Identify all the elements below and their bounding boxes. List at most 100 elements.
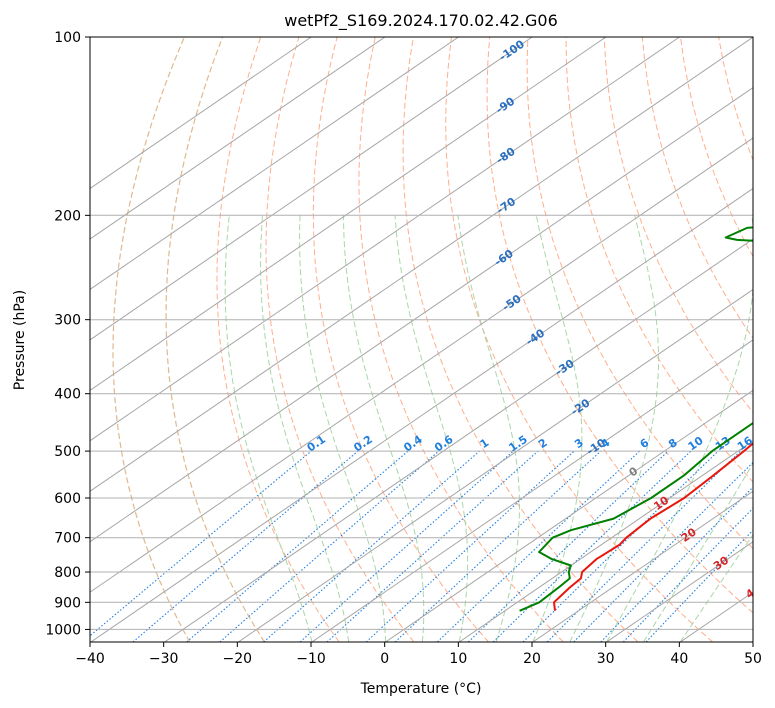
x-tick-label: −40 bbox=[75, 651, 105, 667]
x-tick-label: 50 bbox=[744, 651, 762, 667]
isotherm bbox=[90, 87, 753, 543]
x-tick-label: 0 bbox=[380, 651, 389, 667]
mixing-ratio-line bbox=[573, 461, 753, 642]
isotherm-label: -90 bbox=[493, 94, 517, 116]
isotherm bbox=[754, 37, 775, 642]
dry-adiabat bbox=[358, 37, 564, 642]
y-tick-label: 100 bbox=[54, 30, 81, 46]
isotherm-label: -30 bbox=[553, 357, 577, 379]
x-tick-label: 40 bbox=[670, 651, 688, 667]
isotherm bbox=[238, 288, 753, 642]
x-tick-label: 20 bbox=[523, 651, 541, 667]
zero-isotherm-label: 0 bbox=[627, 464, 641, 479]
isotherm-label: -70 bbox=[494, 195, 518, 217]
mixing-ratio-line bbox=[492, 450, 692, 642]
warm-isotherm-label: 40 bbox=[743, 582, 763, 602]
chart-title: wetPf2_S169.2024.170.02.42.G06 bbox=[284, 11, 558, 31]
dry-adiabat bbox=[526, 37, 753, 550]
isotherm bbox=[606, 541, 753, 642]
mixing-ratio-line bbox=[394, 450, 602, 642]
moist-adiabat bbox=[260, 215, 350, 642]
temperature-profile-line bbox=[553, 442, 753, 611]
mixing-ratio-label: 1 bbox=[478, 436, 492, 451]
mixing-ratio-line bbox=[263, 450, 480, 642]
x-tick-label: 30 bbox=[597, 651, 615, 667]
dewpoint-profile-line bbox=[519, 226, 753, 612]
x-tick-label: −10 bbox=[296, 651, 326, 667]
isotherm-label: -40 bbox=[523, 326, 547, 348]
pressure-grid bbox=[90, 36, 753, 630]
dry-adiabat bbox=[216, 37, 340, 642]
x-tick-label: −20 bbox=[223, 651, 253, 667]
isotherm bbox=[90, 37, 607, 391]
x-axis-label: Temperature (°C) bbox=[360, 681, 482, 697]
y-axis-ticks: 100 200 300 400 500 600 700 800 900 1000 bbox=[45, 30, 90, 638]
dry-adiabat bbox=[603, 37, 753, 414]
y-tick-label: 800 bbox=[54, 565, 81, 581]
isotherm bbox=[90, 137, 753, 593]
dry-adiabat bbox=[312, 37, 489, 642]
mixing-ratio-label: 10 bbox=[686, 434, 706, 454]
moist-adiabat bbox=[299, 215, 387, 642]
dry-adiabat bbox=[445, 37, 714, 642]
y-tick-label: 200 bbox=[54, 208, 81, 224]
isotherm bbox=[90, 187, 753, 642]
mixing-ratio-line bbox=[299, 450, 514, 642]
plot-frame bbox=[89, 36, 754, 643]
dry-adiabat bbox=[718, 37, 753, 162]
isotherm bbox=[90, 37, 680, 442]
mixing-ratio-label: 2 bbox=[536, 436, 550, 451]
mixing-ratio-line bbox=[186, 450, 409, 642]
isotherm bbox=[459, 440, 753, 642]
dry-adiabat bbox=[641, 37, 753, 340]
mixing-ratio-line bbox=[90, 450, 312, 637]
dry-adiabat bbox=[402, 37, 639, 642]
background-lines bbox=[90, 37, 775, 642]
y-tick-label: 900 bbox=[54, 595, 81, 611]
mixing-ratio-line bbox=[468, 450, 669, 642]
dry-adiabat-low bbox=[165, 37, 265, 642]
y-tick-label: 500 bbox=[54, 444, 81, 460]
y-tick-label: 600 bbox=[54, 491, 81, 507]
isotherm bbox=[164, 238, 753, 642]
isotherm-label: -50 bbox=[500, 292, 524, 314]
moist-adiabat bbox=[224, 215, 313, 642]
moist-adiabat bbox=[532, 215, 583, 642]
mixing-ratio-line bbox=[326, 450, 539, 642]
isotherm bbox=[90, 37, 386, 240]
mixing-ratio-line bbox=[546, 450, 741, 642]
mixing-ratio-label: 3 bbox=[572, 436, 586, 451]
mixing-ratio-label: 20 bbox=[759, 434, 775, 454]
isotherm bbox=[90, 37, 753, 492]
dry-adiabat-low bbox=[112, 37, 191, 642]
moist-adiabat bbox=[642, 462, 753, 642]
x-tick-label: −30 bbox=[149, 651, 179, 667]
x-axis-ticks: −40 −30 −20 −10 0 10 20 30 40 50 bbox=[75, 642, 762, 667]
isotherm-label: -80 bbox=[494, 145, 518, 167]
isotherm bbox=[90, 37, 533, 341]
y-tick-label: 700 bbox=[54, 531, 81, 547]
isotherm bbox=[90, 37, 459, 291]
moist-adiabat bbox=[394, 215, 469, 642]
y-axis-label: Pressure (hPa) bbox=[12, 290, 28, 390]
mixing-ratio-line bbox=[132, 450, 359, 642]
dry-adiabat bbox=[757, 37, 775, 642]
isotherm bbox=[90, 37, 312, 190]
mixing-ratio-line bbox=[622, 507, 753, 642]
mixing-ratio-line bbox=[219, 450, 440, 642]
warm-isotherm-label: 20 bbox=[679, 525, 699, 545]
y-tick-label: 400 bbox=[54, 387, 81, 403]
dry-adiabat bbox=[486, 37, 753, 614]
isotherm bbox=[385, 389, 753, 642]
moist-adiabat bbox=[606, 215, 753, 642]
mixing-ratio-line bbox=[522, 450, 719, 642]
mixing-ratio-line bbox=[600, 486, 753, 642]
profile-lines bbox=[519, 226, 753, 612]
y-tick-label: 1000 bbox=[45, 622, 81, 638]
moist-adiabat bbox=[342, 215, 425, 642]
mixing-ratio-line bbox=[437, 450, 640, 642]
y-tick-label: 300 bbox=[54, 313, 81, 329]
isotherm bbox=[532, 490, 753, 642]
dry-adiabat bbox=[265, 37, 415, 642]
